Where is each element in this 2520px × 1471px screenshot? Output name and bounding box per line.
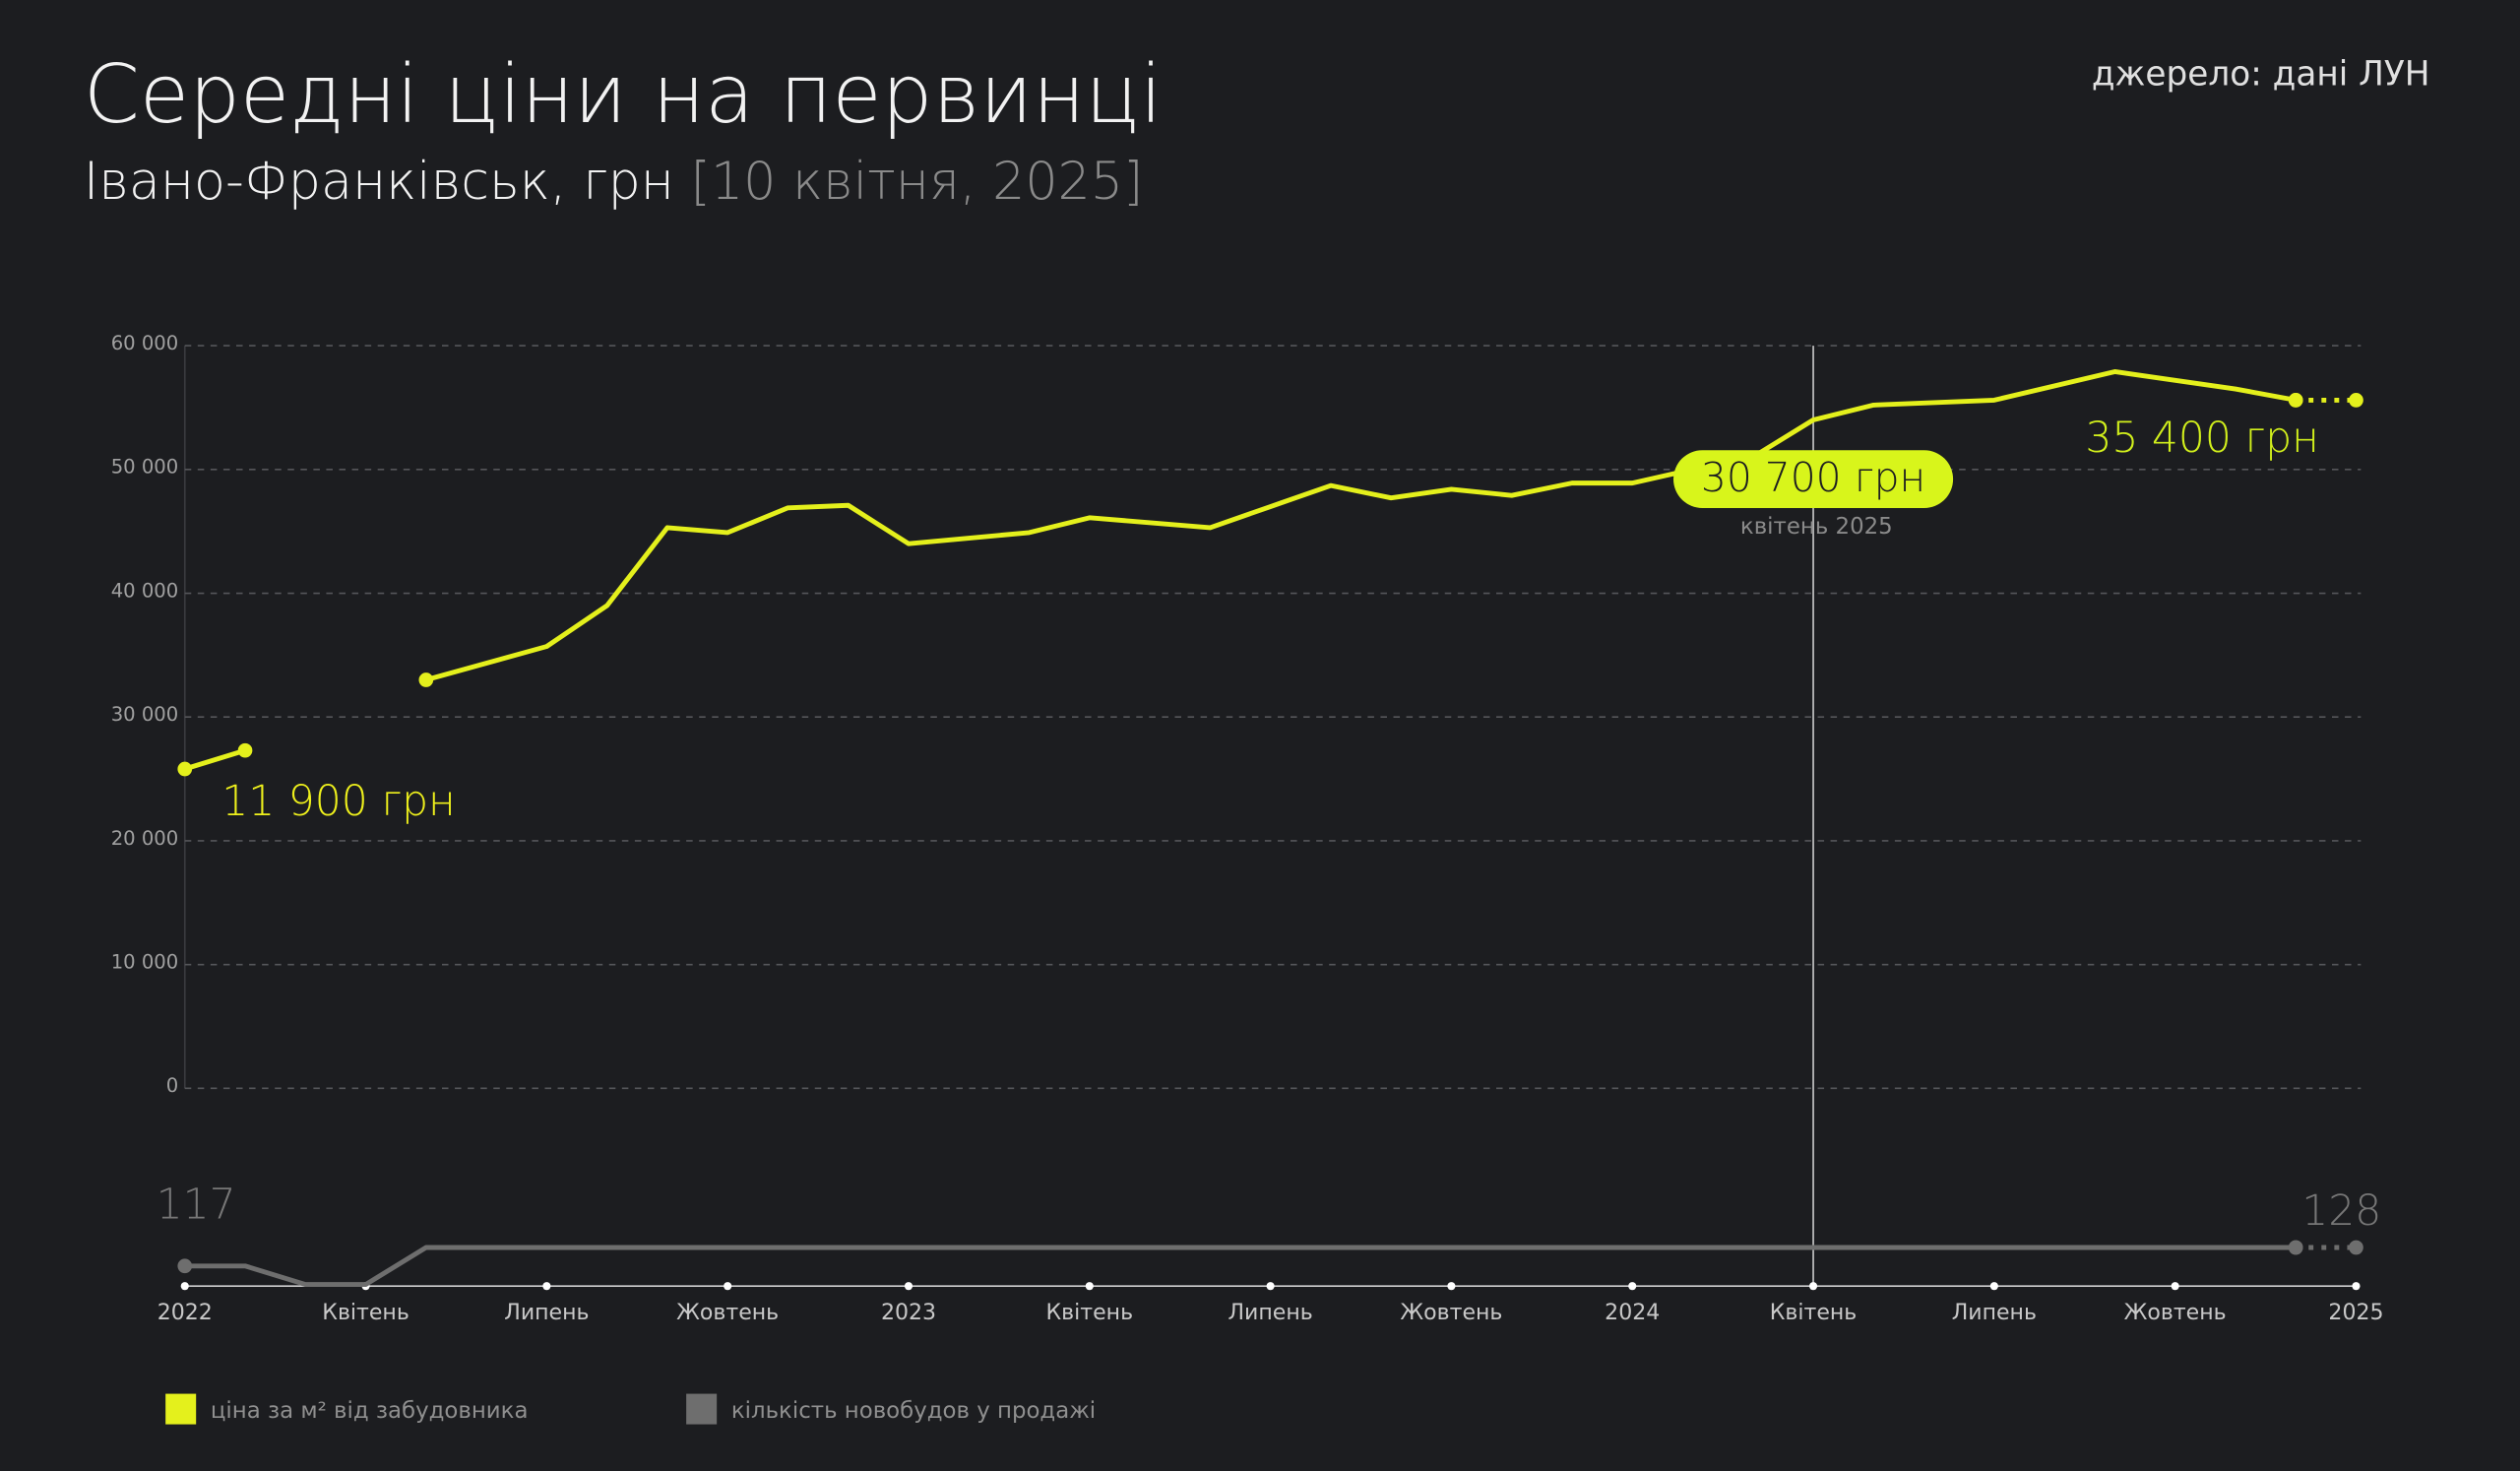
value-label: 117 <box>157 1182 236 1230</box>
x-tick-label: 2023 <box>881 1301 936 1325</box>
x-tick-dot <box>180 1282 189 1291</box>
x-tick-dot <box>1628 1282 1637 1291</box>
y-tick-label: 10 000 <box>111 951 179 974</box>
point <box>177 1258 193 1274</box>
annotation: 35 400 грн <box>2085 415 2319 463</box>
cursor-pill <box>1673 450 1954 508</box>
y-tick-label: 0 <box>166 1074 178 1097</box>
x-tick-label: Квітень <box>322 1301 410 1325</box>
point <box>2288 393 2303 408</box>
x-tick-label: Жовтень <box>2124 1301 2227 1325</box>
point <box>2288 1240 2303 1255</box>
x-tick-label: Липень <box>1952 1301 2037 1325</box>
point <box>2349 393 2363 408</box>
x-tick-label: Липень <box>504 1301 589 1325</box>
x-tick-label: Квітень <box>1046 1301 1134 1325</box>
x-tick-label: Жовтень <box>1400 1301 1502 1325</box>
legend-swatch <box>165 1393 197 1425</box>
point <box>418 672 434 687</box>
x-tick-dot <box>2352 1282 2361 1291</box>
line <box>184 369 2297 772</box>
source: джерело: дані ЛУН <box>2092 54 2430 94</box>
y-tick-label: 50 000 <box>111 456 179 479</box>
y-tick-label: 30 000 <box>111 703 179 726</box>
line <box>184 1245 2297 1287</box>
point <box>177 761 193 777</box>
x-tick-dot <box>542 1282 551 1291</box>
cursor-sublabel: квітень 2025 <box>1740 514 1893 540</box>
y-tick-label: 40 000 <box>111 579 179 602</box>
x-tick-label: Квітень <box>1770 1301 1858 1325</box>
x-tick-dot <box>1447 1282 1456 1291</box>
legend-swatch <box>686 1393 718 1425</box>
y-tick-label: 20 000 <box>111 827 179 850</box>
subtitle-date: [10 квітня, 2025] <box>691 153 1144 212</box>
x-tick-dot <box>1085 1282 1094 1291</box>
x-tick-label: 2025 <box>2328 1301 2383 1325</box>
legend-label: кількість новобудов у продажі <box>731 1398 1096 1424</box>
point <box>2349 1240 2363 1255</box>
annotation: 11 900 грн <box>221 778 456 826</box>
x-tick-dot <box>1808 1282 1818 1291</box>
x-tick-label: 2024 <box>1605 1301 1660 1325</box>
x-tick-dot <box>904 1282 914 1291</box>
point <box>237 742 253 758</box>
x-tick-label: 2022 <box>158 1301 213 1325</box>
x-tick-dot <box>1266 1282 1275 1291</box>
legend-label: ціна за м² від забудовника <box>211 1398 529 1424</box>
value-label: 128 <box>2301 1187 2381 1236</box>
chart-title: Середні ціни на первинці <box>84 48 1163 142</box>
x-tick-dot <box>724 1282 732 1291</box>
subtitle-place: Івано-Франківськ, грн <box>84 153 674 212</box>
y-tick-label: 60 000 <box>111 332 179 354</box>
cursor-label: 30 700 грн <box>1701 454 1925 501</box>
x-tick-label: Жовтень <box>676 1301 779 1325</box>
chart-subtitle: Івано-Франківськ, грн [10 квітня, 2025] <box>84 153 1144 212</box>
x-tick-dot <box>1989 1282 1998 1291</box>
x-tick-label: Липень <box>1228 1301 1312 1325</box>
x-tick-dot <box>2171 1282 2179 1291</box>
